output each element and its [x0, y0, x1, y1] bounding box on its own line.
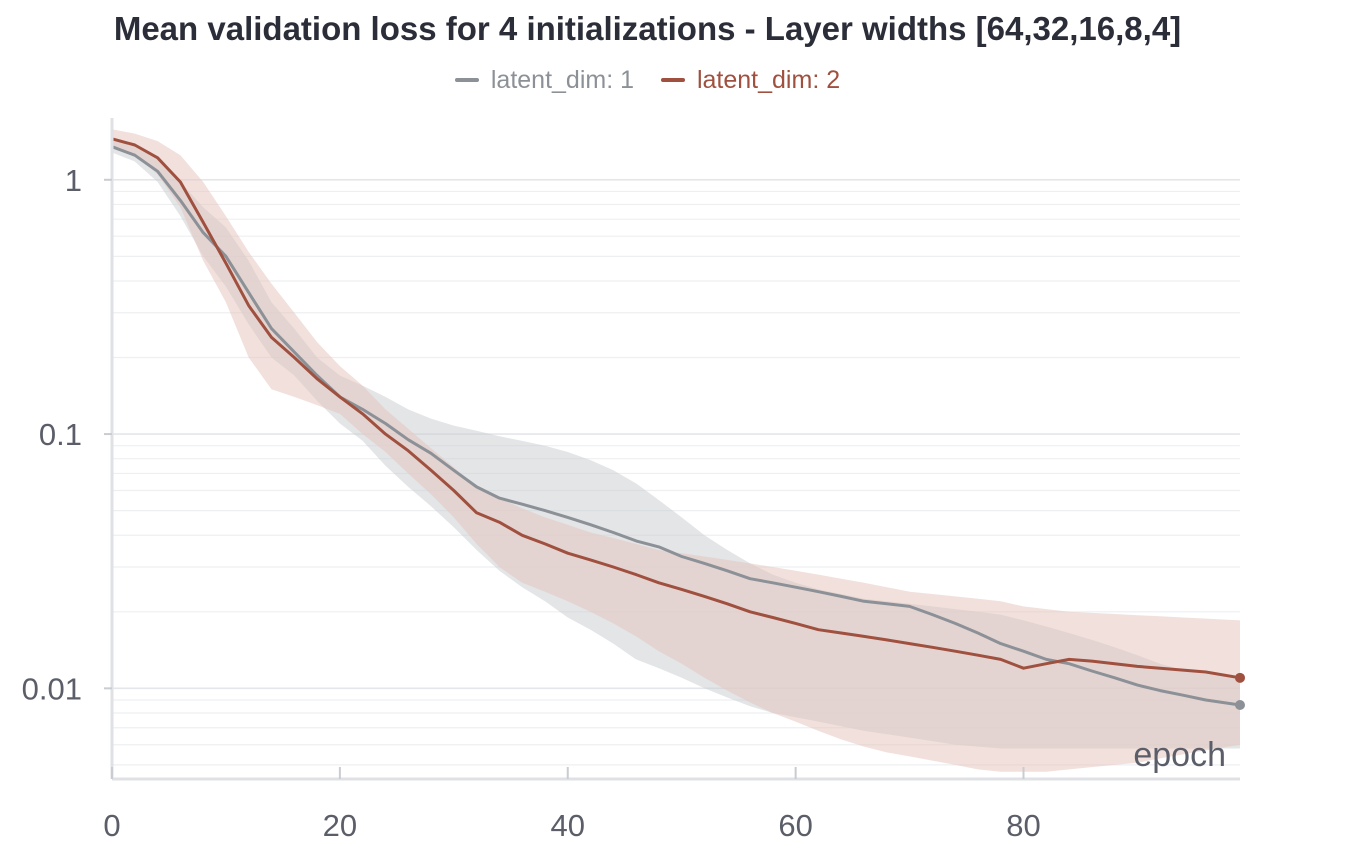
y-tick-label: 0.01 — [22, 671, 82, 706]
series-endpoint-1[interactable] — [1235, 699, 1245, 710]
x-tick-label: 80 — [1006, 808, 1040, 843]
legend-label-latent-dim-1: latent_dim: 1 — [490, 65, 635, 94]
series-band-2 — [112, 129, 1240, 772]
legend-swatch-latent-dim-2 — [660, 78, 685, 82]
legend-item-latent-dim-1[interactable]: latent_dim: 1 — [454, 65, 635, 95]
y-tick-label: 1 — [65, 163, 82, 198]
series-endpoint-2[interactable] — [1235, 672, 1245, 683]
x-tick-label: 20 — [323, 808, 357, 843]
series-line-2[interactable] — [111, 137, 1241, 680]
x-tick-label: 40 — [551, 808, 585, 843]
series-line-1[interactable] — [111, 145, 1241, 707]
x-tick-label: 60 — [778, 808, 812, 843]
chart-title: Mean validation loss for 4 initializatio… — [113, 10, 1182, 47]
legend-item-latent-dim-2[interactable]: latent_dim: 2 — [660, 65, 841, 95]
legend: latent_dim: 1 latent_dim: 2 — [0, 60, 1295, 95]
confidence-bands — [112, 129, 1240, 772]
legend-label-latent-dim-2: latent_dim: 2 — [696, 65, 841, 94]
x-tick-label: 0 — [103, 808, 120, 843]
y-tick-label: 0.1 — [39, 417, 82, 452]
axes — [110, 118, 1240, 781]
series-lines — [111, 137, 1245, 710]
x-axis-label: epoch — [1133, 736, 1226, 774]
tick-labels: 1 0.1 0.01 0 20 40 60 80 — [22, 163, 1041, 843]
legend-swatch-latent-dim-1 — [454, 78, 479, 82]
